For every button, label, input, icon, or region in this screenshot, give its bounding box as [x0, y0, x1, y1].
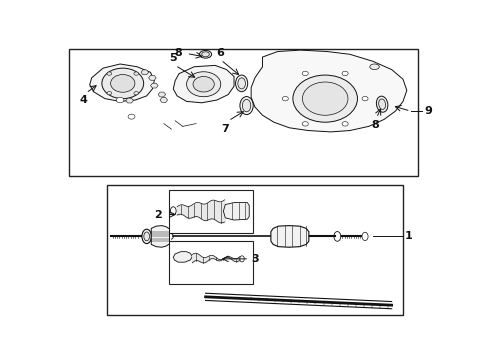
Ellipse shape: [199, 50, 212, 58]
Circle shape: [342, 122, 348, 126]
Polygon shape: [173, 252, 192, 262]
Circle shape: [102, 68, 144, 99]
Polygon shape: [223, 203, 249, 220]
Polygon shape: [251, 50, 407, 132]
Circle shape: [128, 114, 135, 119]
Polygon shape: [148, 76, 156, 80]
Bar: [107, 185, 403, 315]
Text: 5: 5: [169, 53, 176, 63]
Ellipse shape: [243, 99, 251, 112]
Circle shape: [187, 72, 220, 97]
Ellipse shape: [379, 99, 386, 109]
Text: 4: 4: [79, 95, 87, 105]
Bar: [170, 242, 253, 284]
Text: 2: 2: [154, 210, 162, 220]
Circle shape: [116, 97, 124, 103]
Circle shape: [362, 96, 368, 101]
Polygon shape: [90, 64, 154, 102]
Circle shape: [302, 82, 348, 115]
Text: 9: 9: [424, 106, 432, 116]
Text: 7: 7: [221, 123, 229, 134]
Circle shape: [107, 91, 112, 95]
Ellipse shape: [142, 229, 151, 244]
Text: 6: 6: [216, 48, 224, 58]
Circle shape: [134, 72, 139, 75]
Circle shape: [111, 75, 135, 92]
Ellipse shape: [238, 78, 245, 89]
Ellipse shape: [376, 96, 388, 112]
Polygon shape: [271, 226, 309, 247]
Circle shape: [302, 71, 308, 76]
Circle shape: [193, 76, 214, 92]
Bar: [69, 49, 418, 176]
Ellipse shape: [202, 52, 209, 57]
Ellipse shape: [236, 75, 248, 92]
Text: 8: 8: [174, 49, 182, 58]
Circle shape: [134, 91, 139, 95]
Polygon shape: [151, 226, 170, 247]
Ellipse shape: [370, 64, 379, 69]
Circle shape: [282, 96, 288, 101]
Text: 8: 8: [372, 120, 380, 130]
Polygon shape: [173, 66, 234, 103]
Polygon shape: [160, 98, 168, 103]
Polygon shape: [141, 70, 148, 75]
Polygon shape: [150, 83, 158, 88]
Ellipse shape: [240, 96, 253, 114]
Circle shape: [302, 122, 308, 126]
Circle shape: [293, 75, 358, 122]
Text: 1: 1: [405, 231, 413, 242]
Polygon shape: [126, 98, 133, 103]
Bar: [170, 190, 253, 233]
Circle shape: [107, 72, 112, 75]
Ellipse shape: [144, 232, 149, 241]
Polygon shape: [158, 92, 166, 97]
Circle shape: [342, 71, 348, 76]
Text: 3: 3: [251, 254, 259, 264]
